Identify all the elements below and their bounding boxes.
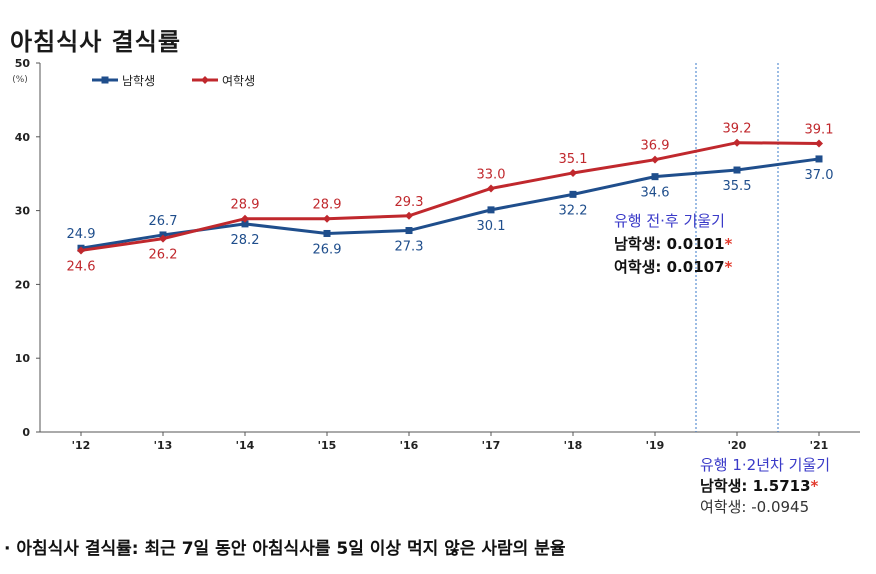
annotation-female-slope: 여학생: -0.0945 bbox=[700, 498, 810, 516]
data-label: 39.2 bbox=[723, 122, 752, 137]
x-tick-label: '17 bbox=[482, 439, 501, 452]
x-tick-label: '15 bbox=[318, 439, 337, 452]
data-label: 36.9 bbox=[641, 139, 670, 154]
data-point-marker bbox=[815, 155, 823, 163]
annotation-title: 유행 전·후 기울기 bbox=[614, 212, 725, 230]
data-label: 24.6 bbox=[67, 259, 96, 274]
annotation-male-slope: 남학생: 0.0101* bbox=[614, 235, 733, 253]
data-label: 27.3 bbox=[395, 240, 424, 255]
legend-marker bbox=[101, 76, 109, 84]
data-point-marker bbox=[159, 234, 167, 243]
data-label: 33.0 bbox=[477, 167, 506, 182]
y-tick-label: 50 bbox=[15, 57, 31, 70]
data-label: 26.7 bbox=[149, 214, 178, 229]
data-point-marker bbox=[405, 211, 413, 220]
data-label: 26.9 bbox=[313, 242, 342, 257]
x-tick-label: '13 bbox=[154, 439, 173, 452]
x-tick-label: '20 bbox=[728, 439, 747, 452]
legend-label: 남학생 bbox=[122, 74, 155, 88]
pre-post-slope-annotation: 유행 전·후 기울기 남학생: 0.0101* 여학생: 0.0107* bbox=[614, 210, 732, 279]
x-tick-label: '16 bbox=[400, 439, 419, 452]
data-point-marker bbox=[405, 227, 413, 235]
data-label: 34.6 bbox=[641, 186, 670, 201]
x-tick-label: '21 bbox=[810, 439, 829, 452]
y-tick-label: 10 bbox=[15, 352, 31, 365]
x-tick-label: '12 bbox=[72, 439, 91, 452]
data-point-marker bbox=[487, 206, 495, 214]
data-label: 29.3 bbox=[395, 195, 424, 210]
data-label: 35.5 bbox=[723, 179, 752, 194]
footnote: · 아침식사 결식률: 최근 7일 동안 아침식사를 5일 이상 먹지 않은 사… bbox=[4, 539, 566, 559]
data-point-marker bbox=[569, 168, 577, 177]
x-tick-label: '18 bbox=[564, 439, 583, 452]
annotation-male-slope: 남학생: 1.5713* bbox=[700, 477, 819, 495]
data-label: 28.9 bbox=[231, 198, 260, 213]
chart-title: 아침식사 결식률 bbox=[10, 28, 181, 56]
data-point-marker bbox=[487, 184, 495, 193]
series-line bbox=[80, 141, 820, 252]
data-point-marker bbox=[323, 214, 331, 223]
pandemic-years-slope-annotation: 유행 1·2년차 기울기 남학생: 1.5713* 여학생: -0.0945 bbox=[700, 455, 830, 518]
data-label: 30.1 bbox=[477, 219, 506, 234]
data-point-marker bbox=[569, 190, 577, 198]
x-tick-label: '14 bbox=[236, 439, 255, 452]
annotation-female-slope: 여학생: 0.0107* bbox=[614, 258, 733, 276]
data-label: 28.9 bbox=[313, 198, 342, 213]
data-point-marker bbox=[241, 214, 249, 223]
data-point-marker bbox=[815, 139, 823, 148]
significance-star: * bbox=[724, 258, 733, 276]
y-tick-label: 20 bbox=[15, 278, 31, 291]
legend-label: 여학생 bbox=[222, 74, 255, 88]
annotation-title: 유행 1·2년차 기울기 bbox=[700, 456, 830, 474]
data-label: 24.9 bbox=[67, 227, 96, 242]
y-unit-label: (%) bbox=[12, 75, 28, 85]
data-label: 37.0 bbox=[805, 168, 834, 183]
y-tick-label: 40 bbox=[15, 131, 31, 144]
data-point-marker bbox=[733, 138, 741, 147]
data-point-marker bbox=[651, 173, 659, 181]
significance-star: * bbox=[724, 235, 733, 253]
data-point-marker bbox=[241, 220, 249, 228]
y-tick-label: 30 bbox=[15, 205, 31, 218]
data-label: 28.2 bbox=[231, 233, 260, 248]
data-point-marker bbox=[77, 246, 85, 255]
line-chart: 0 10 20 30 40 50 (%) '12 '13 '14 '15 '16 '17 '18 '19 '2… bbox=[12, 57, 860, 452]
y-tick-label: 0 bbox=[22, 426, 30, 439]
data-point-marker bbox=[651, 155, 659, 164]
legend-marker bbox=[201, 76, 209, 84]
data-label: 35.1 bbox=[559, 152, 588, 167]
data-label: 39.1 bbox=[805, 122, 834, 137]
x-tick-label: '19 bbox=[646, 439, 665, 452]
significance-star: * bbox=[810, 477, 819, 495]
data-label: 32.2 bbox=[559, 203, 588, 218]
data-label: 26.2 bbox=[149, 248, 178, 263]
data-point-marker bbox=[323, 229, 331, 237]
data-point-marker bbox=[733, 166, 741, 174]
